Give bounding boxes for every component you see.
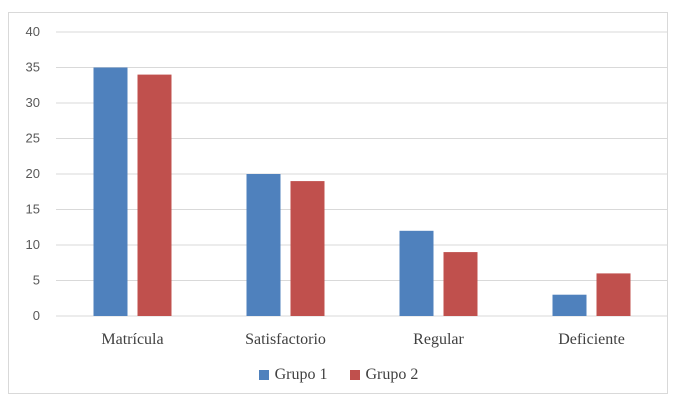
bar-2-3 <box>596 273 631 316</box>
x-category-label-0: Matrícula <box>101 331 163 348</box>
legend-label-grupo-2: Grupo 2 <box>365 366 419 383</box>
y-tick-label-30: 30 <box>26 95 40 110</box>
y-tick-label-35: 35 <box>26 60 40 75</box>
bar-2-2 <box>443 252 478 316</box>
y-tick-label-15: 15 <box>26 202 40 217</box>
legend: Grupo 1 Grupo 2 <box>0 366 677 384</box>
legend-item-grupo-2: Grupo 2 <box>349 366 419 384</box>
legend-swatch-grupo-1 <box>258 370 269 380</box>
bar-2-0 <box>137 74 172 316</box>
legend-label-grupo-1: Grupo 1 <box>274 366 328 383</box>
x-category-label-2: Regular <box>413 331 464 348</box>
bar-1-3 <box>552 294 587 316</box>
y-tick-label-25: 25 <box>26 131 40 146</box>
bar-1-2 <box>399 230 434 316</box>
y-tick-label-0: 0 <box>33 308 40 323</box>
legend-item-grupo-1: Grupo 1 <box>258 366 328 384</box>
bar-1-1 <box>246 174 281 316</box>
y-tick-label-40: 40 <box>26 24 40 39</box>
legend-swatch-grupo-2 <box>349 370 360 380</box>
bar-2-1 <box>290 181 325 316</box>
x-category-label-1: Satisfactorio <box>245 331 326 348</box>
x-category-label-3: Deficiente <box>558 331 625 348</box>
bar-1-0 <box>93 67 128 316</box>
y-tick-label-10: 10 <box>26 237 40 252</box>
y-tick-label-20: 20 <box>26 166 40 181</box>
y-tick-label-5: 5 <box>33 273 40 288</box>
